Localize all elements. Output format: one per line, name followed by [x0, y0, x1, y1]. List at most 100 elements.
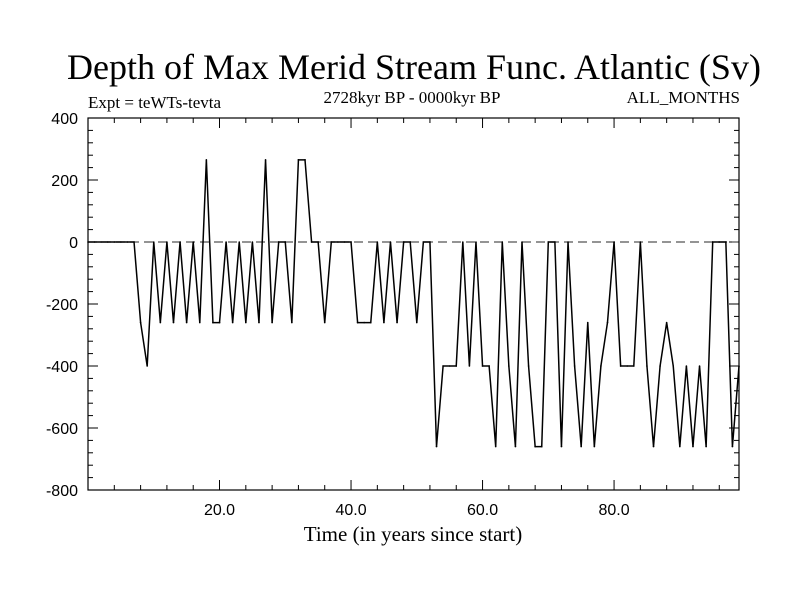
data-point: [685, 365, 688, 367]
y-tick-label: 400: [51, 111, 78, 128]
data-point: [277, 241, 280, 243]
data-point: [363, 321, 365, 324]
data-point: [205, 159, 208, 161]
period-label: 2728kyr BP - 0000kyr BP: [324, 88, 501, 107]
data-point: [435, 445, 438, 448]
data-point: [731, 445, 734, 448]
data-point: [718, 241, 721, 243]
data-point: [133, 241, 135, 243]
data-point: [488, 365, 490, 367]
data-point: [547, 241, 550, 243]
data-point: [185, 321, 188, 324]
data-point: [698, 365, 701, 367]
series-line-depth: [88, 159, 740, 448]
data-point: [376, 241, 379, 243]
data-point: [106, 241, 109, 243]
data-point: [521, 241, 523, 243]
data-point: [225, 241, 227, 243]
x-tick-label: 80.0: [598, 502, 629, 519]
data-point: [231, 321, 234, 324]
y-tick-label: -600: [46, 421, 78, 438]
data-point: [323, 321, 326, 324]
data-point: [508, 365, 510, 367]
data-point: [455, 365, 458, 367]
data-point: [271, 321, 273, 324]
y-tick-label: 200: [51, 173, 78, 190]
data-point: [218, 321, 221, 324]
data-point: [652, 445, 655, 448]
data-point: [284, 241, 287, 243]
y-tick-label: -200: [46, 297, 78, 314]
data-point: [527, 365, 530, 367]
data-point: [126, 241, 129, 243]
axes: 400 200 0 -200 -400 -600 -800 20.0 40.0 60.0 80.0: [46, 111, 739, 519]
data-point: [317, 241, 319, 243]
data-point: [402, 241, 405, 243]
data-point: [494, 445, 497, 448]
experiment-label: Expt = teWTs-tevta: [88, 93, 221, 112]
data-point: [679, 445, 681, 448]
data-point: [573, 365, 576, 367]
data-point: [665, 321, 668, 324]
data-point: [330, 241, 333, 243]
data-point: [166, 241, 168, 243]
data-point: [600, 365, 602, 367]
data-point: [146, 365, 148, 367]
data-point: [337, 241, 339, 243]
data-point: [159, 321, 162, 324]
data-point: [567, 241, 569, 243]
data-point: [258, 321, 260, 324]
data-point: [593, 445, 596, 448]
data-point: [639, 241, 642, 243]
data-point: [212, 321, 214, 324]
data-point: [626, 365, 629, 367]
x-tick-label: 20.0: [204, 502, 235, 519]
data-point: [396, 321, 398, 324]
data-point: [514, 445, 517, 448]
y-tick-label: -400: [46, 359, 78, 376]
data-point: [383, 321, 385, 324]
data-point: [692, 445, 694, 448]
x-tick-label: 40.0: [335, 502, 366, 519]
data-series: [87, 159, 740, 448]
data-point: [725, 241, 727, 243]
data-point: [179, 241, 181, 243]
data-point: [93, 241, 96, 243]
data-point: [238, 241, 241, 243]
data-point: [369, 321, 372, 324]
data-point: [613, 241, 615, 243]
data-point: [251, 241, 254, 243]
chart-title: Depth of Max Merid Stream Func. Atlantic…: [67, 47, 761, 87]
data-point: [310, 241, 313, 243]
data-point: [343, 241, 346, 243]
data-point: [429, 241, 431, 243]
data-point: [540, 445, 543, 448]
data-point: [501, 241, 504, 243]
data-point: [619, 365, 622, 367]
data-point: [409, 241, 412, 243]
data-point: [659, 365, 661, 367]
data-point: [586, 321, 589, 324]
data-point: [120, 241, 122, 243]
data-point: [606, 321, 609, 324]
y-tick-label: -800: [46, 483, 78, 500]
data-point: [422, 241, 425, 243]
data-point: [632, 365, 635, 367]
data-point: [554, 241, 556, 243]
data-point: [534, 445, 536, 448]
data-point: [245, 321, 247, 324]
x-tick-label: 60.0: [467, 502, 498, 519]
data-point: [475, 241, 477, 243]
data-point: [350, 241, 352, 243]
data-point: [152, 241, 155, 243]
data-point: [481, 365, 484, 367]
data-point: [672, 365, 675, 367]
plot-frame: [87, 117, 740, 491]
data-point: [291, 321, 293, 324]
data-point: [356, 321, 359, 324]
y-tick-label: 0: [69, 235, 78, 252]
data-point: [415, 321, 418, 324]
data-point: [580, 445, 582, 448]
data-point: [462, 241, 464, 243]
